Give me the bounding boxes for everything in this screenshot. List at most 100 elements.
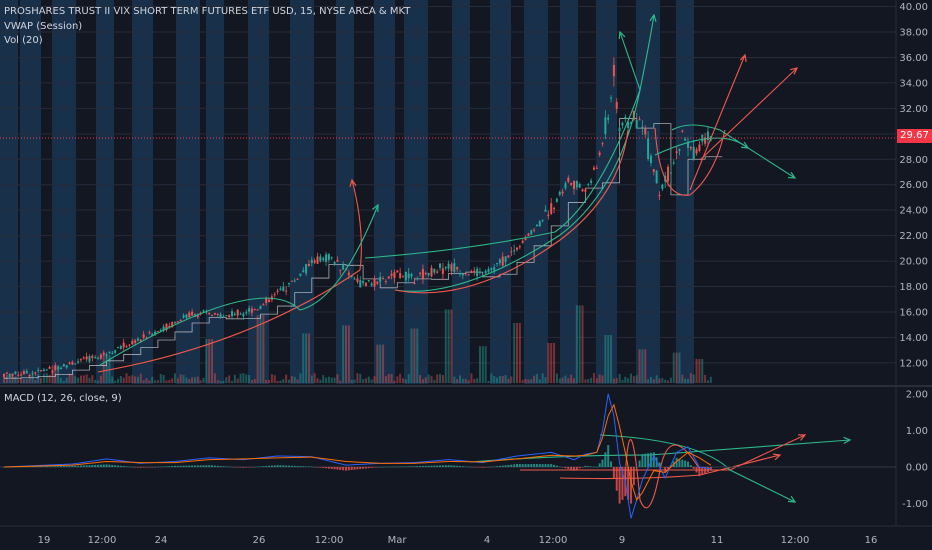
candle-body [239,313,242,315]
candle-body [307,264,310,266]
macd-histogram-bar [421,465,424,467]
macd-histogram-bar [245,466,248,468]
candle-body [379,276,382,282]
candle-body [79,359,82,361]
candle-body [356,278,359,283]
volume-bar [516,323,518,383]
volume-bar [282,379,285,383]
volume-bar [307,333,310,383]
candle-body [669,172,672,174]
macd-histogram-bar [581,466,584,468]
volume-bar [698,359,701,383]
volume-bar [94,379,97,383]
macd-histogram-bar [416,466,419,467]
volume-bar [601,375,604,383]
volume-bar [487,380,490,383]
macd-histogram-bar [28,466,31,468]
macd-histogram-bar [270,465,273,467]
macd-histogram-bar [587,466,590,467]
candle-body [225,315,228,317]
cup-curve-1 [97,179,362,373]
candle-body [467,274,470,276]
price-candles [3,57,712,380]
macd-histogram-bar [407,466,410,467]
candle-body [222,316,225,318]
volume-bar [587,379,590,383]
candle-body [570,182,573,185]
volume-bar [558,378,561,383]
volume-bar [145,378,148,383]
candle-body [484,270,487,274]
candle-body [22,371,25,374]
volume-bar [513,323,516,383]
macd-histogram-bar [102,464,105,467]
candle-body [196,315,199,318]
macd-histogram-bar [199,465,202,467]
symbol-title[interactable]: PROSHARES TRUST II VIX SHORT TERM FUTURE… [4,6,411,17]
vwap-legend[interactable]: VWAP (Session) [4,21,83,32]
macd-histogram-bar [478,466,481,468]
macd-histogram-bar [618,466,621,504]
macd-histogram-bar [364,466,367,469]
macd-legend[interactable]: MACD (12, 26, close, 9) [4,393,122,404]
volume-legend[interactable]: Vol (20) [4,35,43,46]
macd-histogram-bar [57,466,60,467]
volume-bar [45,373,48,383]
volume-bar [533,375,536,383]
volume-bar [99,375,102,383]
volume-bar [709,376,712,383]
candle-body [48,366,51,369]
macd-histogram-bar [356,466,359,470]
macd-histogram-bar [248,466,251,468]
volume-bar [231,380,233,383]
macd-histogram-bar [342,466,345,471]
candle-body [704,137,707,144]
volume-bar [416,328,419,383]
volume-bar [364,378,367,383]
macd-histogram-bar [262,466,265,467]
macd-histogram-bar [77,465,80,467]
volume-bar [305,333,308,383]
candle-body [17,374,20,376]
candle-body [256,309,259,311]
candle-body [34,372,37,374]
candle-body [604,117,607,135]
macd-loop [624,439,701,509]
volume-bar [647,379,650,383]
volume-bar [584,379,587,383]
candle-body [60,367,62,370]
candle-body [333,262,336,264]
candle-body [208,313,211,315]
volume-bar [501,375,504,383]
volume-bar [396,376,399,383]
volume-bar [125,373,128,383]
macd-histogram-bar [330,466,333,469]
macd-histogram-bar [667,466,670,469]
candle-body [527,233,530,236]
volume-bar [245,374,248,383]
macd-histogram-bar [367,466,370,469]
volume-bar [669,377,672,383]
arrow-head [739,53,747,63]
macd-histogram-bar [37,466,40,467]
volume-bar [28,375,31,383]
candle-body [684,138,687,141]
volume-bar [373,376,376,383]
volume-bar [362,379,365,383]
volume-bar [476,378,479,383]
macd-histogram-bar [99,464,102,467]
volume-bar [330,377,333,383]
macd-histogram-bar [427,465,430,467]
volume-bar [339,380,342,383]
volume-bar [484,346,487,383]
macd-histogram-bar [496,466,499,467]
candle-body [630,122,632,124]
arrow-head [790,67,799,75]
candle-body [359,280,362,288]
candle-body [31,372,34,374]
arrow-head [843,436,852,444]
volume-bar [350,379,353,383]
volume-bar [573,378,575,383]
macd-histogram-bar [632,466,635,486]
